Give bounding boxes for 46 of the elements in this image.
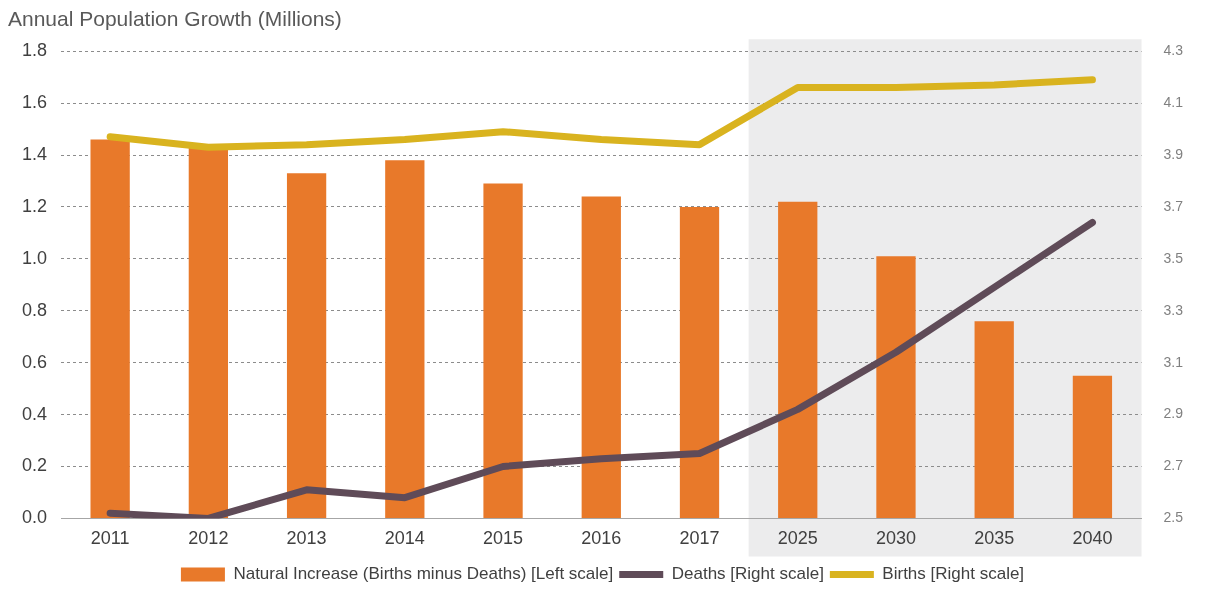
y2-tick-label: 3.3 xyxy=(1163,301,1184,318)
y-tick-label: 0.2 xyxy=(21,455,48,476)
y-tick-label: 1.8 xyxy=(21,40,48,61)
chart-title: Annual Population Growth (Millions) xyxy=(8,7,342,31)
x-tick-label: 2035 xyxy=(974,528,1015,549)
y-tick-label: 1.6 xyxy=(21,92,48,113)
bar xyxy=(679,206,720,518)
bar xyxy=(90,139,130,518)
y2-tick-label: 4.1 xyxy=(1163,93,1184,110)
y2-tick-label: 3.7 xyxy=(1163,197,1184,214)
y2-tick-label: 2.5 xyxy=(1163,509,1184,526)
y2-tick-label: 2.9 xyxy=(1163,405,1184,422)
y2-tick-label: 4.3 xyxy=(1163,42,1184,59)
bar xyxy=(876,256,916,518)
y2-tick-label: 3.5 xyxy=(1163,249,1184,266)
x-tick-label: 2015 xyxy=(483,528,524,549)
y-tick-label: 0.8 xyxy=(21,299,48,320)
x-tick-label: 2011 xyxy=(90,528,130,549)
x-tick-label: 2016 xyxy=(581,528,622,549)
y-tick-label: 1.4 xyxy=(21,143,48,164)
bar xyxy=(581,196,621,518)
y-tick-label: 1.0 xyxy=(21,247,48,268)
x-tick-label: 2014 xyxy=(384,528,425,549)
bar xyxy=(1072,375,1113,518)
x-tick-label: 2013 xyxy=(286,528,327,549)
y2-tick-label: 3.9 xyxy=(1163,145,1184,162)
bar xyxy=(778,201,818,518)
bar xyxy=(286,173,327,518)
y-tick-label: 0.4 xyxy=(21,403,48,424)
x-tick-label: 2017 xyxy=(679,528,720,549)
x-tick-label: 2040 xyxy=(1072,528,1113,549)
x-tick-label: 2025 xyxy=(777,528,818,549)
bar xyxy=(385,160,425,518)
x-tick-label: 2030 xyxy=(875,528,916,549)
y-tick-label: 0.0 xyxy=(21,507,48,528)
y-tick-label: 0.6 xyxy=(21,351,48,372)
y2-tick-label: 2.7 xyxy=(1163,457,1184,474)
legend-label: Births [Right scale] xyxy=(882,564,1025,584)
y-tick-label: 1.2 xyxy=(21,195,48,216)
x-tick-label: 2012 xyxy=(188,528,229,549)
y2-tick-label: 3.1 xyxy=(1163,353,1184,370)
legend-label: Natural Increase (Births minus Deaths) [Left scale] xyxy=(233,564,614,584)
legend-label: Deaths [Right scale] xyxy=(671,564,824,584)
bar xyxy=(483,183,523,518)
bar xyxy=(974,321,1014,518)
bar xyxy=(188,147,229,518)
